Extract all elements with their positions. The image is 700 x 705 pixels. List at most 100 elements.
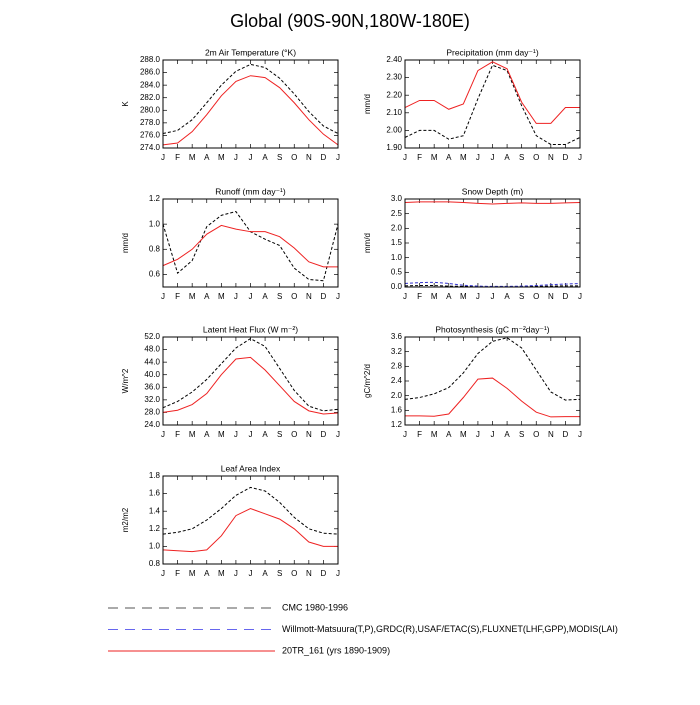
panel-title: Runoff (mm day⁻¹) [215, 186, 286, 196]
y-tick-label: 2.0 [391, 391, 403, 400]
panel-title: Snow Depth (m) [462, 186, 524, 196]
series-line [162, 486, 339, 535]
figure-title: Global (90S-90N,180W-180E) [230, 11, 470, 31]
y-tick-label: 0.6 [149, 270, 161, 279]
x-tick-label: S [277, 292, 282, 301]
x-tick-label: J [578, 292, 582, 301]
x-tick-label: M [431, 430, 438, 439]
x-tick-label: A [262, 569, 268, 578]
x-tick-label: J [491, 430, 495, 439]
y-tick-label: 1.0 [391, 253, 403, 262]
x-tick-label: O [291, 569, 297, 578]
x-tick-label: M [218, 430, 225, 439]
x-tick-label: S [277, 430, 282, 439]
panel-title: Latent Heat Flux (W m⁻²) [203, 324, 298, 334]
x-tick-label: J [249, 292, 253, 301]
y-tick-label: 2.10 [386, 108, 402, 117]
y-tick-label: 1.0 [149, 542, 161, 551]
x-tick-label: N [306, 153, 312, 162]
x-tick-label: J [336, 153, 340, 162]
series-line [404, 201, 581, 205]
y-tick-label: 3.2 [391, 347, 403, 356]
plot-frame [404, 59, 581, 149]
y-tick-label: 44.0 [144, 357, 160, 366]
panel-title: Photosynthesis (gC m⁻²day⁻¹) [435, 324, 549, 334]
series-line [162, 63, 339, 135]
y-tick-label: 276.0 [140, 131, 161, 140]
x-tick-label: J [336, 569, 340, 578]
y-tick-label: 0.8 [149, 559, 161, 568]
x-tick-label: N [548, 153, 554, 162]
y-tick-label: 288.0 [140, 55, 161, 64]
x-tick-label: O [291, 292, 297, 301]
x-tick-label: A [204, 153, 210, 162]
y-tick-label: 1.2 [391, 420, 403, 429]
y-tick-label: 36.0 [144, 382, 160, 391]
x-tick-label: J [403, 153, 407, 162]
x-tick-label: J [249, 569, 253, 578]
y-tick-label: 40.0 [144, 370, 160, 379]
x-tick-label: M [189, 430, 196, 439]
x-tick-label: J [234, 569, 238, 578]
x-tick-label: J [161, 430, 165, 439]
x-tick-label: F [417, 292, 422, 301]
x-tick-label: J [403, 430, 407, 439]
x-tick-label: S [519, 153, 524, 162]
legend-label: Willmott-Matsuura(T,P),GRDC(R),USAF/ETAC… [282, 624, 618, 634]
x-tick-label: M [218, 569, 225, 578]
x-tick-label: J [578, 430, 582, 439]
x-tick-label: O [533, 153, 539, 162]
series-line [404, 61, 580, 124]
x-tick-label: S [277, 569, 282, 578]
x-tick-label: A [262, 430, 268, 439]
y-tick-label: 32.0 [144, 395, 160, 404]
y-axis-label: m2/m2 [121, 507, 130, 532]
x-tick-label: D [321, 430, 327, 439]
series-line [405, 377, 580, 418]
x-tick-label: N [306, 292, 312, 301]
y-tick-label: 2.8 [391, 361, 403, 370]
x-tick-label: F [175, 292, 180, 301]
plot-frame [162, 198, 339, 288]
plot-frame [162, 336, 339, 426]
x-tick-label: D [563, 292, 569, 301]
y-tick-label: 52.0 [144, 332, 160, 341]
x-tick-label: A [446, 430, 452, 439]
y-tick-label: 1.0 [149, 219, 161, 228]
x-tick-label: A [262, 153, 268, 162]
y-axis-label: gC/m^2/d [363, 364, 372, 398]
x-tick-label: J [491, 292, 495, 301]
panel-title: Precipitation (mm day⁻¹) [446, 47, 539, 57]
x-tick-label: J [234, 153, 238, 162]
x-tick-label: S [519, 292, 524, 301]
series-line [162, 75, 339, 146]
y-tick-label: 2.30 [386, 73, 402, 82]
y-tick-label: 1.8 [149, 471, 161, 480]
y-tick-label: 286.0 [140, 68, 161, 77]
y-tick-label: 3.0 [391, 194, 403, 203]
x-tick-label: S [277, 153, 282, 162]
y-tick-label: 2.00 [386, 126, 402, 135]
x-tick-label: M [460, 153, 467, 162]
x-tick-label: D [321, 569, 327, 578]
x-tick-label: M [431, 153, 438, 162]
series-line [404, 64, 581, 145]
y-tick-label: 48.0 [144, 345, 160, 354]
y-tick-label: 284.0 [140, 80, 161, 89]
x-tick-label: A [446, 153, 452, 162]
x-tick-label: J [161, 153, 165, 162]
series-line [162, 508, 338, 553]
x-tick-label: F [417, 430, 422, 439]
y-tick-label: 2.40 [386, 55, 402, 64]
x-tick-label: O [291, 153, 297, 162]
x-tick-label: A [204, 430, 210, 439]
x-tick-label: J [161, 569, 165, 578]
y-tick-label: 1.2 [149, 524, 161, 533]
y-tick-label: 0.5 [391, 267, 403, 276]
x-tick-label: J [403, 292, 407, 301]
x-tick-label: N [306, 569, 312, 578]
x-tick-label: F [175, 569, 180, 578]
x-tick-label: M [218, 292, 225, 301]
y-tick-label: 278.0 [140, 118, 161, 127]
